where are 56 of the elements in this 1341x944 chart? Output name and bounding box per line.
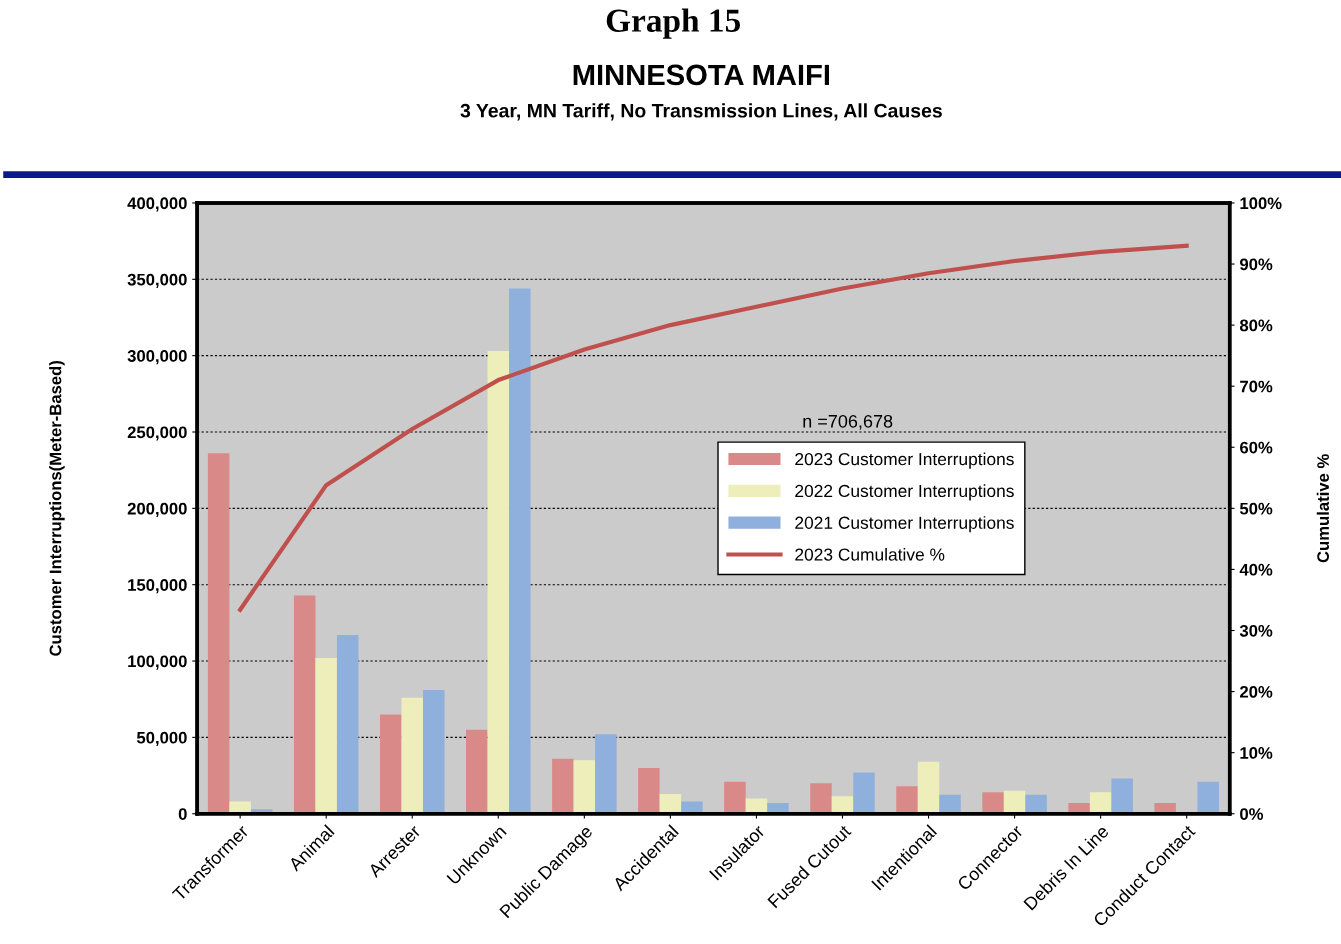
bar	[466, 729, 488, 814]
bar	[573, 760, 596, 814]
bar	[379, 714, 402, 814]
bar	[1111, 778, 1133, 814]
bar	[939, 794, 961, 814]
y2-tick-label: 80%	[1239, 319, 1273, 332]
chart-title: Graph 15	[606, 8, 741, 39]
y2-tick-label: 0%	[1240, 808, 1264, 820]
line-series	[238, 243, 1189, 612]
y-axis-title: Customer Interruptions(Meter-Based)	[49, 361, 65, 656]
bar	[896, 786, 918, 814]
bar	[401, 697, 423, 814]
y2-tick-label: 40%	[1239, 563, 1273, 576]
legend-label: 2023 Customer Interruptions	[795, 452, 1014, 469]
bar	[745, 798, 768, 814]
bar	[638, 767, 660, 814]
bar	[1089, 792, 1112, 814]
legend-label: 2022 Customer Interruptions	[795, 484, 1014, 501]
y2-tick-label: 10%	[1240, 747, 1273, 759]
legend-label: 2023 Cumulative %	[795, 547, 945, 561]
bar	[315, 657, 337, 814]
y2-tick-label: 70%	[1240, 380, 1273, 393]
bar	[595, 734, 617, 814]
y2-tick-label: 50%	[1239, 502, 1273, 515]
y-tick-label: 350,000	[127, 273, 187, 288]
y-tick-label: 150,000	[128, 579, 187, 594]
annotation: n =706,678	[803, 414, 893, 430]
y-tick-label: 100,000	[128, 655, 187, 670]
bar	[207, 453, 230, 814]
y2-axis-title: Cumulative %	[1316, 454, 1330, 563]
bar	[1025, 794, 1047, 814]
bar	[982, 792, 1004, 814]
y2-tick-label: 20%	[1240, 685, 1273, 698]
y2-tick-label: 90%	[1240, 258, 1273, 271]
chart-subtitle: MINNESOTA MAIFI 3 Year, MN Tariff, No Transmission Lines, All Causes	[460, 64, 942, 121]
bar	[509, 288, 531, 814]
y2-tick-label: 60%	[1240, 441, 1273, 454]
y2-tick-label: 100%	[1240, 197, 1282, 210]
y-tick-label: 250,000	[127, 426, 187, 441]
bar	[336, 635, 359, 814]
y-tick-label: 300,000	[127, 350, 187, 365]
bar	[917, 761, 940, 814]
bar	[810, 783, 832, 814]
y2-tick-label: 30%	[1239, 624, 1273, 637]
y-tick-label: 400,000	[127, 197, 187, 212]
bar	[552, 758, 574, 814]
y-tick-label: 0	[178, 808, 187, 820]
bar	[724, 781, 746, 814]
bar	[293, 595, 316, 814]
y-tick-label: 200,000	[127, 502, 187, 517]
legend-label: 2021 Customer Interruptions	[795, 516, 1014, 533]
y-tick-label: 50,000	[136, 731, 187, 746]
bar	[1197, 781, 1219, 814]
bar	[487, 351, 510, 814]
bar	[423, 690, 445, 814]
bar	[853, 772, 875, 814]
